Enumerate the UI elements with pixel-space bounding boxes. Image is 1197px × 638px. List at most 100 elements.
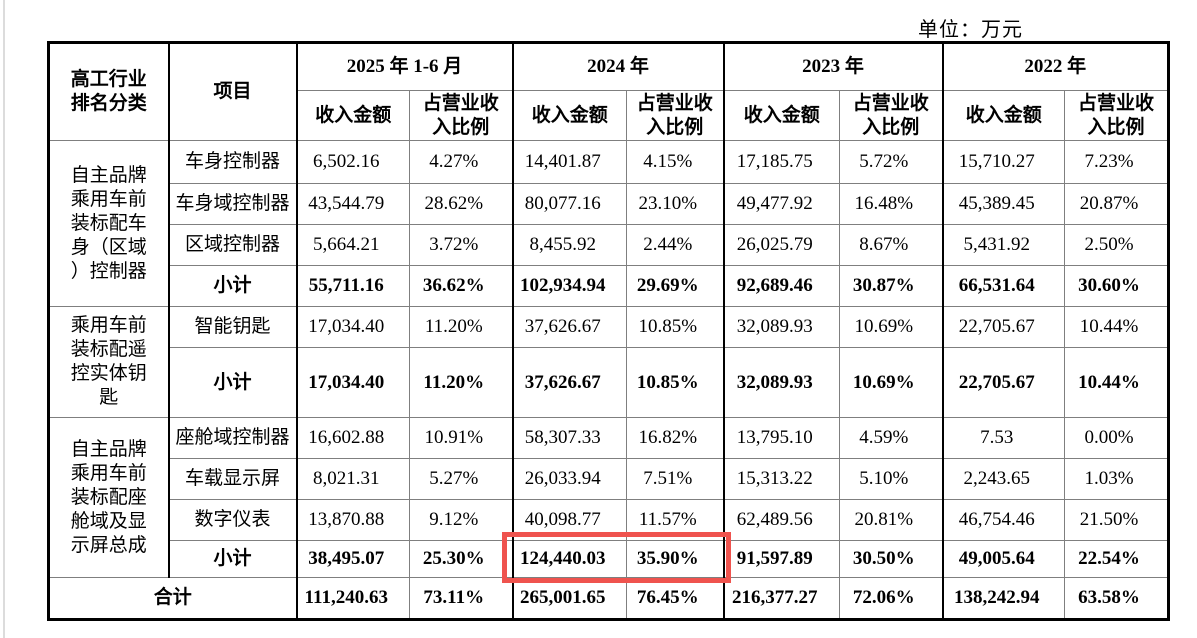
value-cell: 30.60%: [1064, 265, 1170, 307]
subtotal-row: 小计 38,495.07 25.30% 124,440.03 35.90% 91…: [49, 540, 1170, 578]
header-income-2022: 收入金额: [941, 90, 1066, 141]
highlighted-cell: 35.90%: [626, 540, 725, 578]
value-cell: 20.87%: [1064, 183, 1170, 225]
revenue-breakdown-table: 高工行业排名分类 项目 2025 年 1-6 月 2024 年 2023 年 2…: [47, 41, 1171, 621]
header-ratio-2025h1: 占营业收入比例: [408, 90, 514, 141]
value-cell: 216,377.27: [722, 577, 841, 620]
value-cell: 49,005.64: [941, 540, 1066, 578]
value-cell: 17,034.40: [295, 306, 410, 348]
value-cell: 5.10%: [839, 458, 944, 500]
category-label: 乘用车前装标配遥控实体钥匙: [70, 315, 147, 408]
value-cell: 62,489.56: [722, 499, 841, 541]
value-cell: 7.23%: [1064, 140, 1170, 184]
value-cell: 5.72%: [839, 140, 944, 184]
value-cell: 10.91%: [408, 417, 514, 459]
value-cell: 10.85%: [626, 306, 725, 348]
item-cell: 区域控制器: [167, 224, 297, 266]
value-cell: 102,934.94: [511, 265, 628, 307]
item-cell: 车身控制器: [167, 140, 297, 184]
value-cell: 7.53: [941, 417, 1066, 459]
table-row: 车身域控制器 43,544.79 28.62% 80,077.16 23.10%…: [49, 183, 1170, 225]
value-cell: 8,455.92: [511, 224, 628, 266]
item-cell: 智能钥匙: [167, 306, 297, 348]
value-cell: 92,689.46: [722, 265, 841, 307]
value-cell: 5,431.92: [941, 224, 1066, 266]
subtotal-row: 小计 17,034.40 11.20% 37,626.67 10.85% 32,…: [49, 347, 1170, 418]
category-cell: 自主品牌乘用车前装标配座舱域及显示屏总成: [48, 417, 169, 578]
value-cell: 16,602.88: [295, 417, 410, 459]
header-income-2025h1: 收入金额: [295, 90, 410, 141]
value-cell: 5,664.21: [295, 224, 410, 266]
value-cell: 5.27%: [408, 458, 514, 500]
value-cell: 32,089.93: [722, 347, 841, 418]
total-label: 合计: [48, 577, 297, 620]
header-ratio-2023: 占营业收入比例: [839, 90, 944, 141]
value-cell: 1.03%: [1064, 458, 1170, 500]
value-cell: 91,597.89: [722, 540, 841, 578]
header-ranking-category-label: 高工行业排名分类: [70, 69, 147, 114]
header-period-2022: 2022 年: [941, 42, 1170, 91]
value-cell: 4.15%: [626, 140, 725, 184]
value-cell: 26,025.79: [722, 224, 841, 266]
category-cell: 乘用车前装标配遥控实体钥匙: [48, 306, 169, 418]
table-row: 自主品牌乘用车前装标配座舱域及显示屏总成 座舱域控制器 16,602.88 10…: [48, 417, 1170, 578]
header-ratio-2022: 占营业收入比例: [1064, 90, 1170, 141]
unit-label: 单位：万元: [918, 19, 1023, 41]
subtotal-label: 小计: [167, 540, 297, 578]
value-cell: 21.50%: [1064, 499, 1170, 541]
value-cell: 138,242.94: [941, 577, 1066, 620]
value-cell: 25.30%: [408, 540, 514, 578]
header-period-2023: 2023 年: [722, 42, 944, 91]
category-label: 自主品牌乘用车前装标配车身（区域）控制器: [70, 164, 147, 282]
value-cell: 23.10%: [626, 183, 725, 225]
value-cell: 2.44%: [626, 224, 725, 266]
value-cell: 15,710.27: [941, 140, 1066, 184]
value-cell: 15,313.22: [722, 458, 841, 500]
value-cell: 37,626.67: [511, 306, 628, 348]
item-cell: 车身域控制器: [167, 183, 297, 225]
table-row: 数字仪表 13,870.88 9.12% 40,098.77 11.57% 62…: [49, 499, 1170, 541]
value-cell: 10.85%: [626, 347, 725, 418]
value-cell: 11.20%: [408, 347, 514, 418]
value-cell: 7.51%: [626, 458, 725, 500]
value-cell: 13,795.10: [722, 417, 841, 459]
value-cell: 8.67%: [839, 224, 944, 266]
value-cell: 37,626.67: [511, 347, 628, 418]
value-cell: 2.50%: [1064, 224, 1170, 266]
value-cell: 6,502.16: [295, 140, 410, 184]
value-cell: 0.00%: [1064, 417, 1170, 459]
value-cell: 66,531.64: [941, 265, 1066, 307]
header-row-periods: 高工行业排名分类 项目 2025 年 1-6 月 2024 年 2023 年 2…: [48, 42, 1170, 141]
table-row: 区域控制器 5,664.21 3.72% 8,455.92 2.44% 26,0…: [49, 224, 1170, 266]
value-cell: 40,098.77: [511, 499, 628, 541]
category-cell: 自主品牌乘用车前装标配车身（区域）控制器: [48, 140, 169, 307]
table-row: 乘用车前装标配遥控实体钥匙 智能钥匙 17,034.40 11.20% 37,6…: [48, 306, 1170, 418]
value-cell: 43,544.79: [295, 183, 410, 225]
value-cell: 17,034.40: [295, 347, 410, 418]
value-cell: 16.48%: [839, 183, 944, 225]
value-cell: 55,711.16: [295, 265, 410, 307]
value-cell: 13,870.88: [295, 499, 410, 541]
value-cell: 10.44%: [1064, 306, 1170, 348]
table-row: 车载显示屏 8,021.31 5.27% 26,033.94 7.51% 15,…: [49, 458, 1170, 500]
value-cell: 10.44%: [1064, 347, 1170, 418]
page-edge-line: [3, 0, 5, 638]
header-item: 项目: [167, 42, 297, 141]
value-cell: 8,021.31: [295, 458, 410, 500]
total-row: 合计 111,240.63 73.11% 265,001.65 76.45% 2…: [48, 577, 1170, 620]
header-row-measures: 收入金额 占营业收入比例 收入金额 占营业收入比例 收入金额 占营业收入比例 收…: [49, 90, 1170, 141]
header-period-2025h1: 2025 年 1-6 月: [295, 42, 514, 91]
item-cell: 座舱域控制器: [167, 417, 297, 459]
value-cell: 28.62%: [408, 183, 514, 225]
item-cell: 车载显示屏: [167, 458, 297, 500]
value-cell: 38,495.07: [295, 540, 410, 578]
value-cell: 4.27%: [408, 140, 514, 184]
value-cell: 26,033.94: [511, 458, 628, 500]
value-cell: 10.69%: [839, 347, 944, 418]
value-cell: 63.58%: [1064, 577, 1170, 620]
value-cell: 46,754.46: [941, 499, 1066, 541]
table-row: 自主品牌乘用车前装标配车身（区域）控制器 车身控制器 6,502.16 4.27…: [48, 140, 1170, 307]
value-cell: 22,705.67: [941, 306, 1066, 348]
value-cell: 80,077.16: [511, 183, 628, 225]
